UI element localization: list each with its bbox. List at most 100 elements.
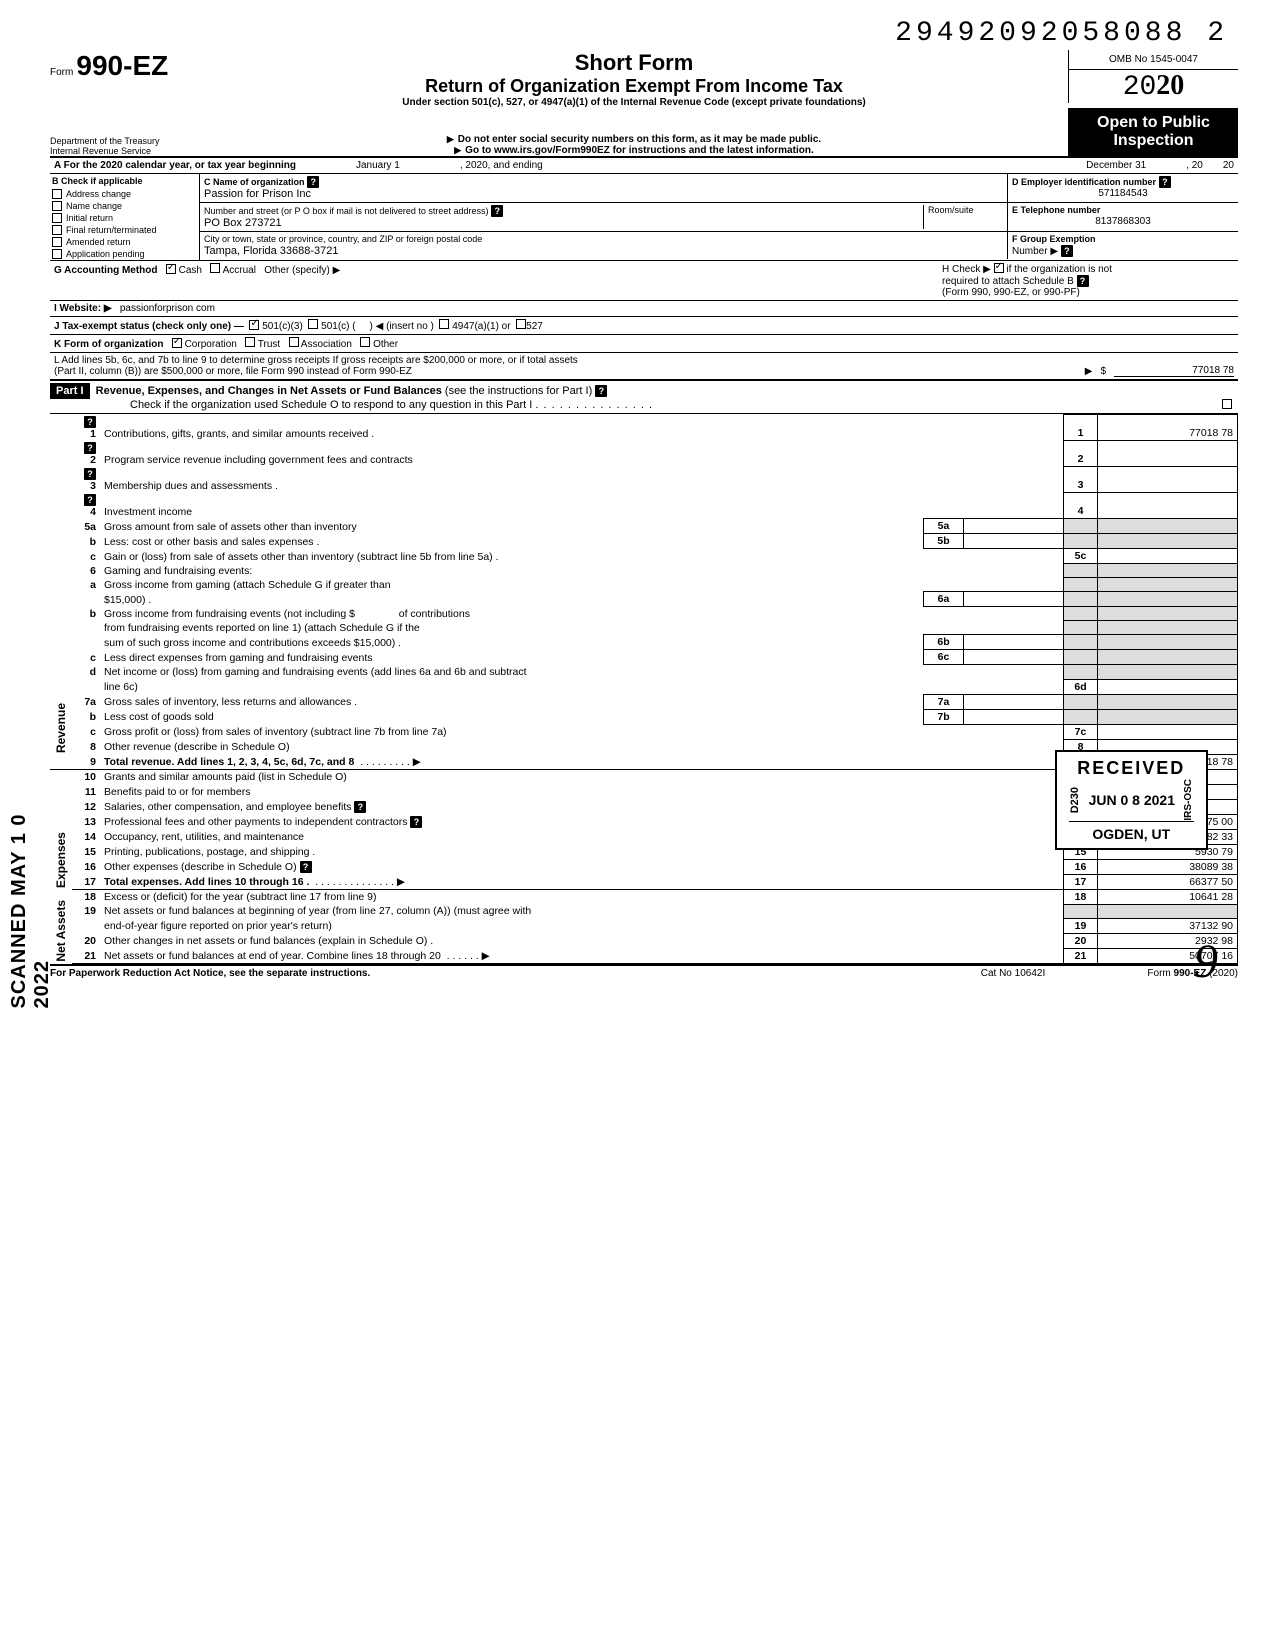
tax-year-begin: January 1 — [356, 160, 400, 171]
group-exemption-label: F Group Exemption — [1012, 234, 1096, 244]
received-stamp: RECEIVED D230 JUN 0 8 2021 IRS-OSC OGDEN… — [1055, 750, 1208, 850]
row1-amt: 77018 78 — [1098, 415, 1238, 441]
form-ref: Form 990-EZ (2020) — [1147, 968, 1238, 979]
row5c-num: c — [72, 549, 100, 564]
help-icon[interactable]: ? — [354, 801, 366, 813]
row15-text: Printing, publications, postage, and shi… — [100, 844, 1064, 859]
row9-num: 9 — [72, 754, 100, 769]
stamp-location: OGDEN, UT — [1069, 821, 1194, 842]
chk-application-pending[interactable] — [52, 249, 62, 259]
row7b-text: Less cost of goods sold — [100, 709, 924, 724]
row20-box: 20 — [1064, 933, 1098, 948]
chk-501c3[interactable] — [249, 320, 259, 330]
city-label: City or town, state or province, country… — [204, 234, 482, 244]
row7c-num: c — [72, 724, 100, 739]
chk-trust[interactable] — [245, 337, 255, 347]
row6d-text2: line 6c) — [100, 679, 1064, 694]
row16-num: 16 — [72, 859, 100, 874]
line-a-prefix: A For the 2020 calendar year, or tax yea… — [54, 160, 296, 171]
website-label: I Website: ▶ — [54, 303, 112, 314]
chk-cash[interactable] — [166, 264, 176, 274]
chk-527[interactable] — [516, 319, 526, 329]
tax-year: 2020 — [1069, 70, 1238, 103]
row1-text: Contributions, gifts, grants, and simila… — [100, 415, 924, 441]
stamp-received-text: RECEIVED — [1069, 758, 1194, 779]
row4-box: 4 — [1064, 493, 1098, 519]
row6c-text: Less direct expenses from gaming and fun… — [100, 650, 924, 665]
row19-box: 19 — [1064, 918, 1098, 933]
row8-text: Other revenue (describe in Schedule O) — [100, 739, 1064, 754]
no-ssn-notice: Do not enter social security numbers on … — [200, 134, 1068, 145]
chk-4947[interactable] — [439, 319, 449, 329]
phone-value: 8137868303 — [1012, 216, 1234, 227]
chk-schedule-o[interactable] — [1222, 399, 1232, 409]
lbl-application-pending: Application pending — [66, 249, 145, 259]
open-public-l1: Open to Public — [1073, 114, 1234, 132]
row6-num: 6 — [72, 564, 100, 578]
row7c-text: Gross profit or (loss) from sales of inv… — [100, 724, 1064, 739]
line-l: L Add lines 5b, 6c, and 7b to line 9 to … — [50, 353, 1238, 381]
part1-check-text: Check if the organization used Schedule … — [130, 399, 532, 411]
row6d-amt — [1098, 679, 1238, 694]
row12-text: Salaries, other compensation, and employ… — [104, 801, 351, 813]
row19-num: 19 — [72, 904, 100, 918]
lbl-final-return: Final return/terminated — [66, 225, 157, 235]
row2-amt — [1098, 441, 1238, 467]
row6-text: Gaming and fundraising events: — [100, 564, 1064, 578]
chk-address-change[interactable] — [52, 189, 62, 199]
lbl-other-method: Other (specify) ▶ — [264, 265, 340, 276]
under-section: Under section 501(c), 527, or 4947(a)(1)… — [208, 97, 1060, 108]
help-icon[interactable]: ? — [1061, 245, 1073, 257]
help-icon[interactable]: ? — [1159, 176, 1171, 188]
lbl-insert-no: ) ◀ (insert no ) — [370, 321, 434, 332]
chk-other-org[interactable] — [360, 337, 370, 347]
lbl-4947: 4947(a)(1) or — [452, 321, 510, 332]
lbl-accrual: Accrual — [223, 265, 256, 276]
row6b-text: Gross income from fundraising events (no… — [104, 608, 355, 620]
row14-text: Occupancy, rent, utilities, and maintena… — [100, 829, 1064, 844]
help-icon[interactable]: ? — [410, 816, 422, 828]
row4-text: Investment income — [100, 493, 924, 519]
form-header: Form 990-EZ Short Form Return of Organiz… — [50, 50, 1238, 108]
help-icon[interactable]: ? — [84, 494, 96, 506]
accounting-method-label: G Accounting Method — [54, 265, 158, 276]
help-icon[interactable]: ? — [84, 416, 96, 428]
row4-amt — [1098, 493, 1238, 519]
chk-association[interactable] — [289, 337, 299, 347]
lbl-amended-return: Amended return — [66, 237, 131, 247]
lbl-corporation: Corporation — [185, 339, 237, 350]
chk-corporation[interactable] — [172, 338, 182, 348]
help-icon[interactable]: ? — [491, 205, 503, 217]
row3-num: 3 — [90, 480, 96, 492]
row20-text: Other changes in net assets or fund bala… — [100, 933, 1064, 948]
chk-accrual[interactable] — [210, 263, 220, 273]
line-l-text1: L Add lines 5b, 6c, and 7b to line 9 to … — [54, 355, 578, 366]
row7a-text: Gross sales of inventory, less returns a… — [100, 694, 924, 709]
leader-dots — [535, 399, 653, 411]
chk-schedule-b[interactable] — [994, 263, 1004, 273]
row16-text: Other expenses (describe in Schedule O) — [104, 861, 297, 873]
row6b-sub: 6b — [924, 635, 964, 650]
help-icon[interactable]: ? — [307, 176, 319, 188]
chk-initial-return[interactable] — [52, 213, 62, 223]
help-icon[interactable]: ? — [1077, 275, 1089, 287]
help-icon[interactable]: ? — [300, 861, 312, 873]
tax-year-end-month: December 31 — [1086, 160, 1146, 171]
row17-amt: 66377 50 — [1098, 874, 1238, 889]
group-exemption-number-label: Number ▶ — [1012, 246, 1058, 257]
help-icon[interactable]: ? — [84, 468, 96, 480]
row21-num: 21 — [72, 948, 100, 963]
help-icon[interactable]: ? — [595, 385, 607, 397]
row6b-text4: sum of such gross income and contributio… — [100, 635, 924, 650]
chk-501c[interactable] — [308, 319, 318, 329]
help-icon[interactable]: ? — [84, 442, 96, 454]
city-value: Tampa, Florida 33688-3721 — [204, 245, 1003, 257]
row14-num: 14 — [72, 829, 100, 844]
chk-final-return[interactable] — [52, 225, 62, 235]
row6a-text: Gross income from gaming (attach Schedul… — [100, 578, 924, 592]
row10-num: 10 — [72, 769, 100, 784]
row5c-box: 5c — [1064, 549, 1098, 564]
part1-table: Revenue ? 1 Contributions, gifts, grants… — [50, 414, 1238, 964]
chk-name-change[interactable] — [52, 201, 62, 211]
chk-amended-return[interactable] — [52, 237, 62, 247]
